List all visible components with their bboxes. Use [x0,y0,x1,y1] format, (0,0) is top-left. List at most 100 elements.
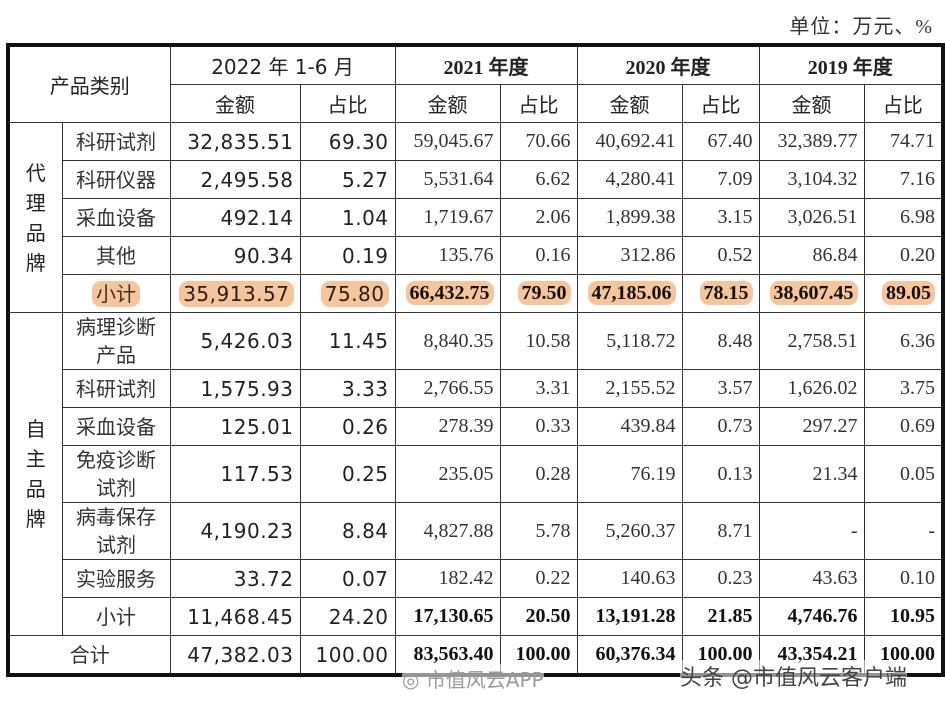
category-cell: 科研试剂 [61,369,171,408]
header-amount: 金额 [576,84,683,123]
value-cell: 1,899.38 [576,198,683,237]
category-cell: 免疫诊断试剂 [61,445,171,503]
value-cell: 5,426.03 [169,312,301,370]
value-cell: 32,389.77 [758,122,865,161]
highlighted-value: 75.80 [320,280,389,307]
table-row: 科研仪器 2,495.58 5.27 5,531.64 6.62 4,280.4… [8,160,944,199]
value-cell: 5.78 [499,502,578,560]
value-cell: 2,495.58 [169,160,301,199]
value-cell: 59,045.67 [394,122,501,161]
value-cell: 0.19 [299,236,396,275]
value-cell: 0.16 [499,236,578,275]
value-cell: 70.66 [499,122,578,161]
value-cell: 33.72 [169,559,301,598]
category-cell: 实验服务 [61,559,171,598]
value-cell: 32,835.51 [169,122,301,161]
value-cell: 4,190.23 [169,502,301,560]
value-cell: 6.62 [499,160,578,199]
value-cell: 117.53 [169,445,301,503]
category-cell: 其他 [61,236,171,275]
value-cell: 1,575.93 [169,369,301,408]
value-cell: 17,130.65 [394,597,501,636]
header-amount: 金额 [169,84,301,123]
value-cell: 0.25 [299,445,396,503]
value-cell: 47,382.03 [169,635,301,676]
toutiao-watermark: 头条 @市值风云客户端 [680,660,907,692]
table-row: 科研试剂 1,575.93 3.33 2,766.55 3.31 2,155.5… [8,369,944,408]
header-period-2020: 2020 年度 [576,44,760,85]
value-cell: 0.52 [681,236,760,275]
value-cell: 1.04 [299,198,396,237]
value-cell: 3.15 [681,198,760,237]
value-cell: 76.19 [576,445,683,503]
revenue-by-product-table: 产品类别 2022 年 1-6 月 2021 年度 2020 年度 2019 年… [6,43,945,677]
value-cell: 5,260.37 [576,502,683,560]
value-cell: 0.13 [681,445,760,503]
value-cell: 13,191.28 [576,597,683,636]
value-cell: 0.05 [863,445,944,503]
value-cell: 6.98 [863,198,944,237]
value-cell: 11.45 [299,312,396,370]
value-cell: 4,827.88 [394,502,501,560]
value-cell: 5.27 [299,160,396,199]
subtotal-row-agency: 小计 35,913.57 75.80 66,432.75 79.50 47,18… [8,274,944,313]
highlighted-value: 66,432.75 [405,281,494,305]
group-label-agency: 代理品牌 [7,122,63,313]
category-cell: 科研仪器 [61,160,171,199]
header-category: 产品类别 [7,44,171,123]
value-cell: 8,840.35 [394,312,501,370]
value-cell: 278.39 [394,407,501,446]
value-cell: 21.34 [758,445,865,503]
highlighted-value: 35,913.57 [179,280,294,307]
value-cell: 2.06 [499,198,578,237]
value-cell: 2,766.55 [394,369,501,408]
value-cell: 10.95 [863,597,944,636]
value-cell: 235.05 [394,445,501,503]
value-cell: 21.85 [681,597,760,636]
weibo-logo-icon: ◎ [402,668,420,692]
header-period-2021: 2021 年度 [394,44,578,85]
subtotal-label: 小计 [61,274,171,313]
value-cell: 0.22 [499,559,578,598]
category-cell: 科研试剂 [61,122,171,161]
value-cell: 67.40 [681,122,760,161]
value-cell: 69.30 [299,122,396,161]
value-cell: 135.76 [394,236,501,275]
value-cell: 297.27 [758,407,865,446]
highlighted-value: 78.15 [699,281,753,305]
value-cell: 11,468.45 [169,597,301,636]
value-cell: 0.28 [499,445,578,503]
value-cell: 312.86 [576,236,683,275]
header-amount: 金额 [394,84,501,123]
table-row: 免疫诊断试剂 117.53 0.25 235.05 0.28 76.19 0.1… [8,445,944,503]
value-cell: 6.36 [863,312,944,370]
value-cell: 7.16 [863,160,944,199]
value-cell: 0.73 [681,407,760,446]
value-cell: 90.34 [169,236,301,275]
highlighted-value: 89.05 [882,281,936,305]
value-cell: 125.01 [169,407,301,446]
category-cell: 病理诊断产品 [61,312,171,370]
value-cell: 439.84 [576,407,683,446]
value-cell: 140.63 [576,559,683,598]
total-label: 合计 [7,635,171,676]
value-cell: 5,118.72 [576,312,683,370]
table-row: 自主品牌 病理诊断产品 5,426.03 11.45 8,840.35 10.5… [7,312,944,636]
header-period-2019: 2019 年度 [758,44,944,85]
highlighted-value: 79.50 [517,281,571,305]
value-cell: 3.57 [681,369,760,408]
table-row: 实验服务 33.72 0.07 182.42 0.22 140.63 0.23 … [8,559,944,598]
category-cell: 采血设备 [61,407,171,446]
value-cell: - [863,502,944,560]
value-cell: 3.75 [863,369,944,408]
value-cell: 182.42 [394,559,501,598]
value-cell: 3,026.51 [758,198,865,237]
value-cell: 24.20 [299,597,396,636]
value-cell: 0.20 [863,236,944,275]
value-cell: 60,376.34 [576,635,683,676]
value-cell: 100.00 [299,635,396,676]
table-row: 采血设备 492.14 1.04 1,719.67 2.06 1,899.38 … [8,198,944,237]
value-cell: 0.69 [863,407,944,446]
value-cell: 1,626.02 [758,369,865,408]
unit-label: 单位：万元、% [789,16,933,38]
